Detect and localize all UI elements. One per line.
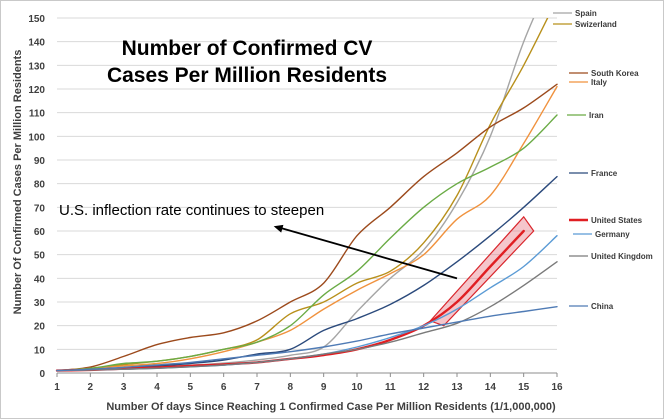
annotation-highlight [429,215,535,327]
legend-label-united-states: United States [591,216,643,225]
series-line-germany [56,235,558,372]
chart-title-line-2: Cases Per Million Residents [107,64,387,87]
axes [56,372,558,377]
x-tick-label: 1 [54,382,60,393]
y-tick-label: 40 [34,274,46,285]
y-axis-title: Number Of Confirmed Cases Per Million Re… [12,50,24,315]
x-tick-label: 9 [321,382,327,393]
annotation-highlight-region [429,215,535,327]
x-tick-label: 6 [221,382,227,393]
y-tick-label: 150 [28,14,45,25]
legend-label-swizerland: Swizerland [575,20,617,29]
legend-label-south-korea: South Korea [591,69,639,78]
y-tick-label: 20 [34,322,46,333]
x-tick-label: 2 [88,382,94,393]
annotation: U.S. inflection rate continues to steepe… [59,202,458,280]
y-tick-label: 130 [28,61,45,72]
y-tick-label: 10 [34,345,46,356]
series-line-france [56,175,558,372]
series-line-south-korea [56,83,558,372]
legend-label-france: France [591,169,618,178]
x-axis-title: Number Of days Since Reaching 1 Confirme… [106,401,556,413]
y-tick-label: 70 [34,203,46,214]
annotation-text: U.S. inflection rate continues to steepe… [59,202,324,219]
x-tick-label: 5 [188,382,194,393]
x-tick-label: 11 [385,382,396,393]
x-tick-labels: 1 2 3 4 5 6 7 8 9 10 11 12 13 14 15 16 [54,382,563,393]
annotation-arrow-head [273,224,284,233]
chart-title-line-1: Number of Confirmed CV [122,37,373,60]
y-tick-label: 110 [29,109,46,120]
y-tick-label: 0 [39,369,45,380]
x-tick-label: 7 [254,382,260,393]
legend-label-united-kingdom: United Kingdom [591,252,653,261]
x-tick-label: 8 [288,382,294,393]
x-tick-label: 12 [418,382,430,393]
x-tick-label: 14 [485,382,497,393]
legend-label-italy: Italy [591,78,608,87]
annotation-arrow-line [281,227,458,280]
series-line-united-kingdom [56,261,558,372]
legend-label-spain: Spain [575,9,597,18]
legend-label-china: China [591,302,614,311]
x-tick-label: 16 [551,382,563,393]
x-tick-label: 3 [121,382,127,393]
y-tick-label: 100 [28,132,45,143]
x-tick-label: 13 [451,382,463,393]
x-tick-label: 10 [351,382,363,393]
legend-label-iran: Iran [589,111,604,120]
series-line-italy [56,85,558,372]
series-lines [55,18,558,372]
series-line-china [56,306,558,372]
y-tick-label: 30 [34,298,46,309]
y-tick-labels: 0 10 20 30 40 50 60 70 80 90 100 110 120 130 140 150 [28,14,45,380]
y-tick-label: 140 [28,38,45,49]
legend-label-germany: Germany [595,230,630,239]
y-tick-label: 120 [28,85,45,96]
y-tick-label: 50 [34,251,46,262]
y-tick-label: 80 [34,180,46,191]
y-tick-label: 60 [34,227,46,238]
gridlines [57,17,557,374]
y-tick-label: 90 [34,156,46,167]
x-tick-label: 15 [518,382,530,393]
x-tick-label: 4 [154,382,160,393]
series-line-iran [56,114,558,372]
